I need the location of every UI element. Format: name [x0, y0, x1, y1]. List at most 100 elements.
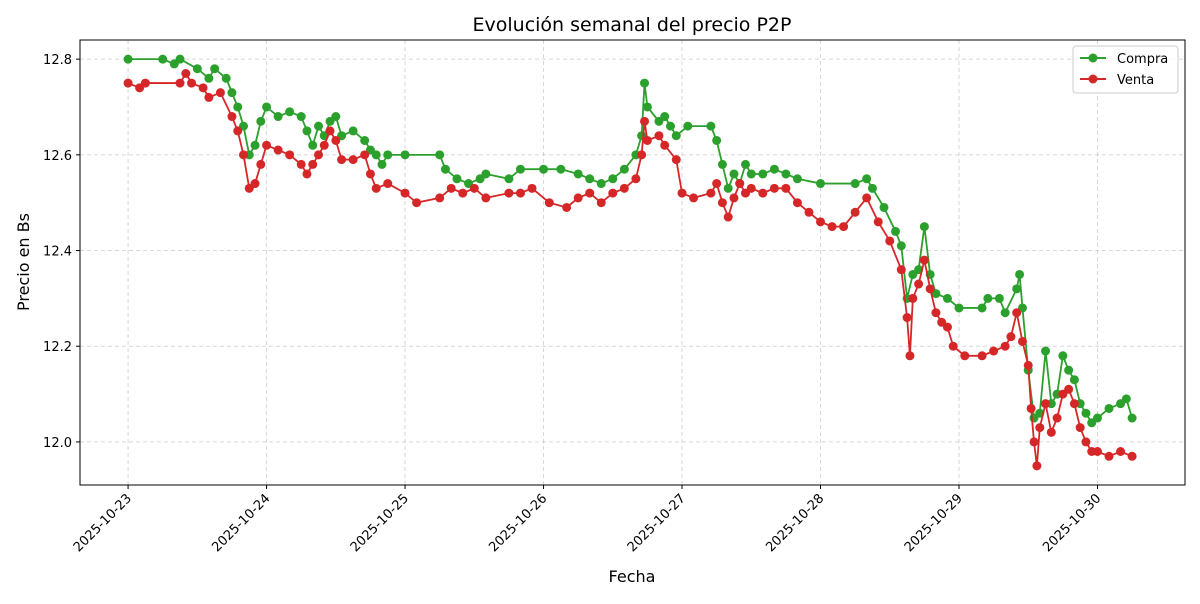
- data-point: [383, 179, 393, 189]
- data-point: [1046, 427, 1056, 437]
- data-point: [250, 140, 260, 150]
- data-point: [204, 73, 214, 83]
- data-point: [642, 102, 652, 112]
- data-point: [914, 279, 924, 289]
- data-point: [1052, 413, 1062, 423]
- data-point: [585, 188, 595, 198]
- data-point: [481, 169, 491, 179]
- data-point: [1092, 447, 1102, 457]
- data-point: [712, 179, 722, 189]
- data-point: [608, 188, 618, 198]
- data-point: [729, 193, 739, 203]
- data-point: [140, 78, 150, 88]
- data-point: [717, 159, 727, 169]
- data-point: [919, 255, 929, 265]
- data-point: [446, 183, 456, 193]
- data-point: [302, 169, 312, 179]
- x-axis-label: Fecha: [609, 567, 656, 586]
- data-point: [1064, 365, 1074, 375]
- data-point: [371, 183, 381, 193]
- data-point: [308, 140, 318, 150]
- data-point: [400, 188, 410, 198]
- data-point: [931, 308, 941, 318]
- data-point: [1127, 413, 1137, 423]
- data-point: [862, 193, 872, 203]
- data-point: [942, 322, 952, 332]
- data-point: [908, 293, 918, 303]
- data-point: [158, 54, 168, 64]
- data-point: [1092, 413, 1102, 423]
- data-point: [948, 341, 958, 351]
- data-point: [677, 188, 687, 198]
- y-axis: 12.0 12.2 12.4 12.6 12.8: [43, 53, 80, 451]
- data-point: [187, 78, 197, 88]
- data-point: [816, 179, 826, 189]
- y-tick-label: 12.2: [43, 340, 72, 355]
- data-point: [238, 150, 248, 160]
- data-point: [671, 131, 681, 141]
- data-point: [850, 179, 860, 189]
- data-point: [689, 193, 699, 203]
- data-point: [1032, 461, 1042, 471]
- data-point: [458, 188, 468, 198]
- data-point: [1121, 394, 1131, 404]
- y-tick-label: 12.6: [43, 149, 72, 164]
- data-point: [954, 303, 964, 313]
- data-point: [1017, 336, 1027, 346]
- data-point: [296, 159, 306, 169]
- data-point: [435, 150, 445, 160]
- data-point: [781, 169, 791, 179]
- data-point: [377, 159, 387, 169]
- data-point: [360, 135, 370, 145]
- data-point: [296, 112, 306, 122]
- data-point: [642, 135, 652, 145]
- data-point: [902, 313, 912, 323]
- data-point: [596, 179, 606, 189]
- data-point: [735, 179, 745, 189]
- data-point: [804, 207, 814, 217]
- data-point: [1026, 403, 1036, 413]
- data-point: [348, 155, 358, 165]
- data-point: [383, 150, 393, 160]
- data-point: [729, 169, 739, 179]
- chart-title: Evolución semanal del precio P2P: [473, 14, 792, 36]
- data-point: [285, 107, 295, 117]
- data-point: [1035, 423, 1045, 433]
- data-point: [325, 126, 335, 136]
- series-layer: [123, 54, 1137, 471]
- data-point: [1069, 375, 1079, 385]
- data-point: [1081, 437, 1091, 447]
- data-point: [435, 193, 445, 203]
- data-point: [619, 164, 629, 174]
- data-point: [989, 346, 999, 356]
- data-point: [365, 169, 375, 179]
- data-point: [781, 183, 791, 193]
- data-point: [746, 169, 756, 179]
- data-point: [746, 183, 756, 193]
- data-point: [204, 92, 214, 102]
- data-point: [660, 140, 670, 150]
- data-point: [285, 150, 295, 160]
- data-point: [792, 174, 802, 184]
- data-point: [175, 54, 185, 64]
- data-point: [619, 183, 629, 193]
- data-point: [896, 265, 906, 275]
- data-point: [192, 64, 202, 74]
- data-point: [308, 159, 318, 169]
- data-point: [723, 183, 733, 193]
- data-point: [905, 351, 915, 361]
- data-point: [660, 112, 670, 122]
- y-axis-label: Precio en Bs: [14, 213, 33, 311]
- legend-compra-label: Compra: [1117, 52, 1168, 67]
- data-point: [562, 202, 572, 212]
- data-point: [983, 293, 993, 303]
- data-point: [123, 78, 133, 88]
- data-point: [262, 102, 272, 112]
- data-point: [1069, 399, 1079, 409]
- data-point: [1064, 384, 1074, 394]
- data-point: [360, 150, 370, 160]
- data-point: [994, 293, 1004, 303]
- data-point: [1104, 403, 1114, 413]
- data-point: [637, 150, 647, 160]
